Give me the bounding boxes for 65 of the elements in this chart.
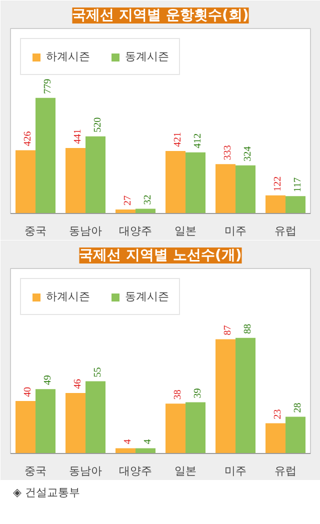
- bar: [286, 196, 306, 214]
- x-tick-label: 미주: [224, 464, 246, 478]
- data-label: 32: [142, 194, 154, 205]
- data-label: 87: [222, 325, 234, 336]
- data-label: 421: [172, 132, 184, 148]
- bar: [166, 404, 186, 454]
- x-tick-label: 일본: [174, 464, 196, 478]
- data-label: 520: [92, 117, 104, 132]
- x-tick-label: 미주: [224, 224, 246, 238]
- data-label: 426: [22, 131, 34, 146]
- x-tick-label: 동남아: [69, 224, 102, 238]
- data-label: 4: [142, 439, 154, 444]
- x-tick-label: 유럽: [274, 224, 296, 238]
- bar: [66, 393, 86, 454]
- bar: [116, 448, 136, 454]
- bar: [16, 400, 36, 454]
- bar: [186, 402, 206, 454]
- legend-label: 동계시즌: [125, 49, 169, 64]
- bar: [66, 148, 86, 214]
- x-tick-label: 대양주: [119, 224, 152, 238]
- data-label: 40: [22, 386, 34, 397]
- data-label: 28: [292, 402, 304, 413]
- data-label: 55: [92, 367, 104, 378]
- data-label: 4: [122, 439, 134, 444]
- legend-label: 하계시즌: [46, 289, 90, 304]
- data-label: 779: [42, 78, 54, 94]
- data-label: 412: [192, 133, 204, 148]
- data-label: 117: [292, 177, 304, 192]
- data-label: 38: [172, 390, 184, 400]
- x-tick-label: 대양주: [119, 464, 152, 478]
- bar: [86, 136, 106, 214]
- bar: [36, 98, 56, 214]
- data-label: 23: [272, 409, 284, 420]
- data-label: 49: [42, 375, 54, 386]
- data-label: 46: [72, 379, 84, 390]
- bar: [36, 389, 56, 454]
- x-tick-label: 중국: [24, 224, 46, 238]
- bar: [16, 150, 36, 214]
- bar: [86, 381, 106, 454]
- bar: [266, 195, 286, 214]
- bar: [236, 165, 256, 214]
- data-label: 333: [222, 145, 234, 160]
- bar: [216, 164, 236, 214]
- bar: [186, 152, 206, 214]
- data-label: 324: [242, 146, 254, 162]
- data-label: 27: [122, 195, 134, 206]
- bar: [266, 423, 286, 454]
- chart-title: 국제선 지역별 노선수(개): [79, 248, 242, 264]
- bar: [286, 416, 306, 454]
- text: ◈ 건설교통부: [13, 485, 80, 501]
- bar: [166, 151, 186, 214]
- x-tick-label: 일본: [174, 224, 196, 238]
- bar: [216, 339, 236, 454]
- data-label: 441: [72, 129, 84, 144]
- x-tick-label: 중국: [24, 464, 46, 478]
- data-label: 88: [242, 324, 254, 334]
- data-label: 39: [192, 388, 204, 398]
- bar: [136, 448, 156, 454]
- chart-title: 국제선 지역별 운항횟수(회): [72, 8, 249, 24]
- x-tick-label: 동남아: [69, 464, 102, 478]
- bar: [236, 338, 256, 454]
- legend-label: 하계시즌: [46, 49, 90, 64]
- data-label: 122: [272, 176, 284, 192]
- legend-label: 동계시즌: [125, 289, 169, 304]
- x-tick-label: 유럽: [274, 464, 296, 478]
